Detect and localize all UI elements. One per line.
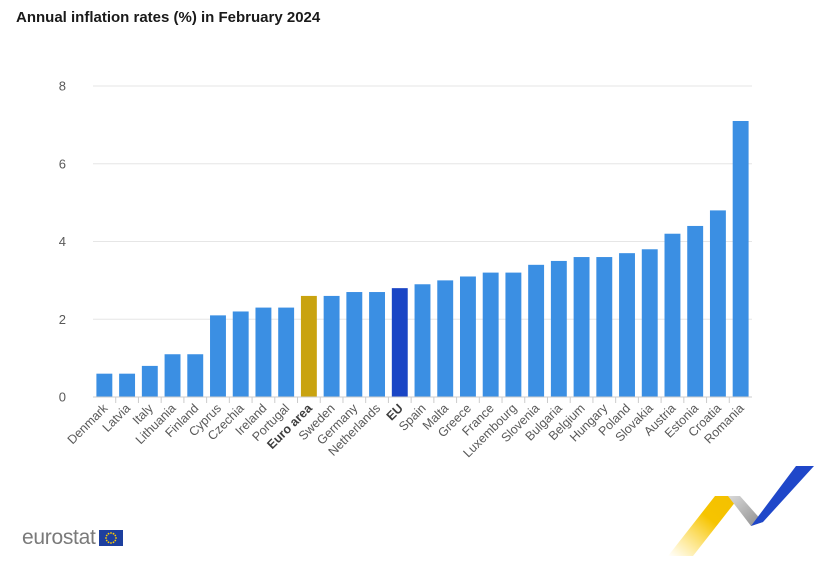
bar-latvia[interactable] <box>119 373 136 397</box>
bar-belgium[interactable] <box>573 257 590 397</box>
y-tick-label: 6 <box>59 156 66 171</box>
bar-slovakia[interactable] <box>641 249 658 397</box>
eu-flag-icon <box>99 530 124 546</box>
y-axis-ticks: 0 2 4 6 8 <box>59 79 66 405</box>
bar-luxembourg[interactable] <box>505 272 522 397</box>
bar-greece[interactable] <box>459 276 476 397</box>
x-axis-ticks <box>115 397 730 403</box>
eurostat-wordmark: eurostat <box>22 526 96 549</box>
bar-poland[interactable] <box>619 253 635 397</box>
bar-malta[interactable] <box>437 280 454 397</box>
y-tick-label: 8 <box>59 79 66 94</box>
bar-romania[interactable] <box>732 120 749 398</box>
x-axis-labels: DenmarkLatviaItalyLithuaniaFinlandCyprus… <box>65 400 747 460</box>
bar-finland[interactable] <box>187 354 204 397</box>
bar-denmark[interactable] <box>96 373 113 397</box>
bar-italy[interactable] <box>141 365 158 397</box>
y-tick-label: 4 <box>59 234 66 249</box>
bar-eu[interactable] <box>391 288 408 397</box>
bar-spain[interactable] <box>414 284 431 397</box>
bar-sweden[interactable] <box>323 295 340 397</box>
decorative-chevron-graphic <box>668 466 814 556</box>
bar-bulgaria[interactable] <box>550 260 567 397</box>
y-tick-label: 2 <box>59 312 66 327</box>
bar-czechia[interactable] <box>232 311 249 397</box>
bar-slovenia[interactable] <box>528 264 545 397</box>
bar-ireland[interactable] <box>255 307 272 397</box>
bar-estonia[interactable] <box>687 225 704 397</box>
bar-lithuania[interactable] <box>164 354 181 397</box>
bar-germany[interactable] <box>346 292 363 397</box>
bar-cyprus[interactable] <box>210 315 226 397</box>
bar-netherlands[interactable] <box>369 292 386 397</box>
bar-france[interactable] <box>482 272 499 397</box>
x-tick-label: Spain <box>396 401 429 434</box>
eurostat-logo[interactable]: eurostat <box>22 526 124 550</box>
y-tick-label: 0 <box>59 390 66 405</box>
bars <box>96 120 749 398</box>
bar-portugal[interactable] <box>278 307 295 397</box>
bar-euro-area[interactable] <box>300 295 317 397</box>
bar-hungary[interactable] <box>596 257 613 397</box>
bar-croatia[interactable] <box>709 210 726 397</box>
bar-austria[interactable] <box>664 233 681 397</box>
chart-title: Annual inflation rates (%) in February 2… <box>16 9 321 26</box>
